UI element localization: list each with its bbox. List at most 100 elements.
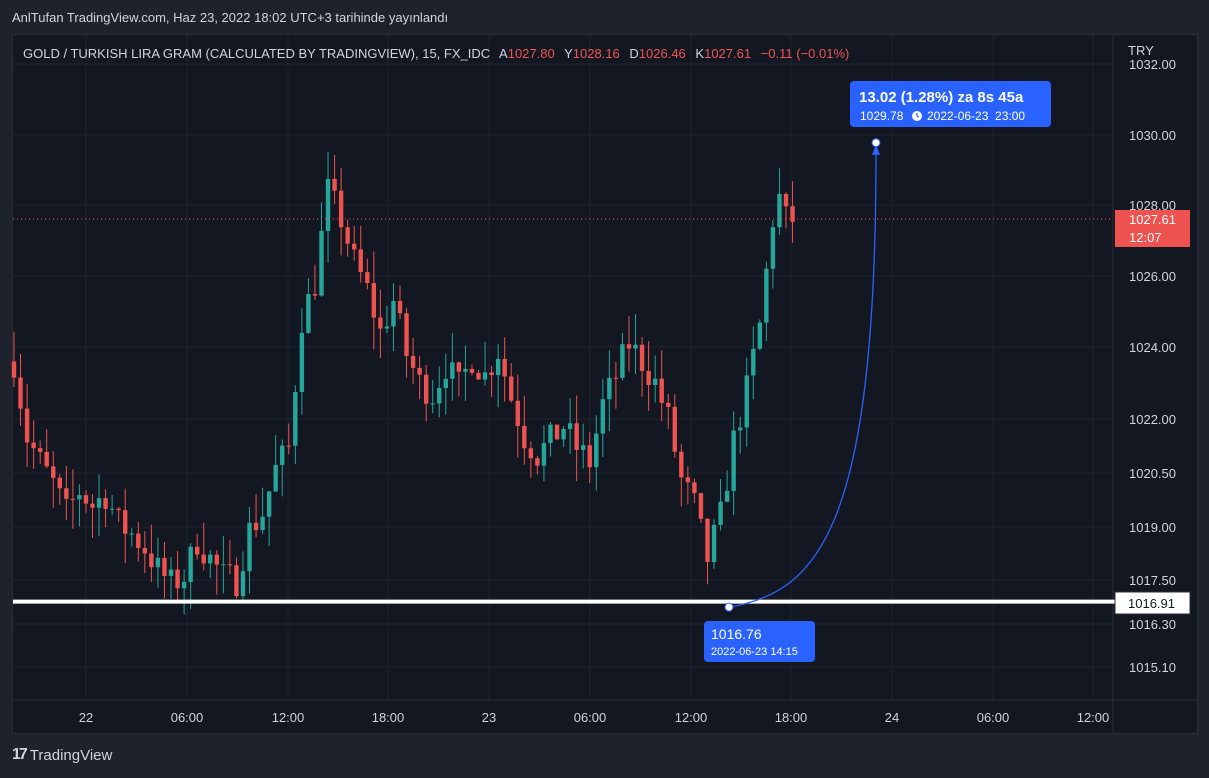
- candles: [11, 151, 795, 615]
- candle-body: [711, 524, 717, 563]
- legend-close-label: K: [695, 46, 704, 61]
- grid-lines: [13, 35, 1197, 733]
- tradingview-logo-icon: 17: [12, 746, 28, 763]
- candle-body: [613, 377, 619, 379]
- candle-body: [24, 408, 30, 443]
- candle-body: [757, 322, 763, 349]
- candle-body: [332, 178, 337, 191]
- candle-body: [430, 403, 435, 405]
- candle-body: [594, 433, 599, 468]
- candle-body: [221, 564, 226, 566]
- candle-body: [96, 498, 102, 508]
- candle-body: [423, 374, 429, 404]
- candle-body: [541, 443, 547, 466]
- y-tick-label: 1015.10: [1129, 660, 1176, 675]
- candle-body: [738, 427, 743, 431]
- candle-body: [672, 406, 677, 452]
- target-label: [850, 81, 1051, 127]
- candle-body: [790, 206, 795, 222]
- x-tick-label: 24: [885, 710, 899, 725]
- candle-body: [548, 424, 553, 444]
- candle-body: [574, 423, 579, 450]
- candle-body: [783, 193, 789, 207]
- candle-body: [685, 477, 691, 483]
- candle-body: [502, 358, 507, 377]
- candle-body: [57, 477, 62, 489]
- y-tick-label: 1028.00: [1129, 198, 1176, 213]
- candle-body: [194, 546, 200, 555]
- current-price-value: 1027.61: [1129, 212, 1176, 227]
- candle-body: [240, 571, 246, 597]
- candle-body: [587, 445, 592, 468]
- candle-body: [253, 522, 259, 531]
- y-tick-label: 1016.30: [1129, 617, 1176, 632]
- candle-body: [646, 370, 651, 386]
- candle-body: [633, 344, 638, 349]
- candle-body: [437, 387, 442, 404]
- x-tick-label: 23: [482, 710, 496, 725]
- x-tick-label: 12:00: [1077, 710, 1110, 725]
- candle-body: [338, 190, 344, 228]
- currency-label: TRY: [1128, 43, 1154, 58]
- candle-body: [168, 569, 174, 576]
- projection-curve: [728, 152, 877, 608]
- bar-countdown: 12:07: [1129, 230, 1162, 245]
- candle-body: [319, 230, 324, 296]
- projection-start-point: [724, 602, 734, 612]
- candle-body: [397, 300, 403, 314]
- candle-body: [509, 376, 514, 401]
- candle-body: [90, 503, 95, 508]
- legend-low-value: 1026.46: [639, 46, 686, 61]
- legend-high-value: 1028.16: [573, 46, 620, 61]
- chart-frame[interactable]: [12, 34, 1198, 734]
- candle-body: [371, 283, 377, 318]
- y-tick-label: 1026.00: [1129, 269, 1176, 284]
- x-tick-label: 06:00: [171, 710, 204, 725]
- candle-body: [312, 294, 318, 296]
- candle-body: [162, 557, 167, 576]
- x-tick-label: 22: [79, 710, 93, 725]
- target-price: 1029.78: [860, 109, 904, 123]
- candle-body: [31, 442, 36, 449]
- brand[interactable]: 17 TradingView: [12, 746, 112, 764]
- candle-body: [489, 372, 494, 376]
- legend-symbol: GOLD / TURKISH LIRA GRAM (CALCULATED BY …: [23, 46, 490, 61]
- candle-body: [391, 300, 396, 327]
- candle-body: [260, 516, 265, 531]
- candle-body: [679, 451, 684, 478]
- candle-body: [463, 368, 468, 372]
- y-tick-label: 1022.00: [1129, 412, 1176, 427]
- candle-body: [299, 332, 305, 392]
- candle-body: [600, 399, 606, 434]
- candle-body: [724, 490, 730, 502]
- clock-icon-hands: [916, 113, 920, 118]
- x-tick-label: 12:00: [272, 710, 305, 725]
- candle-body: [731, 430, 736, 491]
- candle-body: [718, 501, 723, 525]
- candle-body: [764, 268, 769, 323]
- target-time: 2022-06-23 23:00: [927, 109, 1025, 123]
- support-price-value: 1016.91: [1128, 596, 1175, 611]
- candle-body: [83, 495, 89, 504]
- candle-body: [44, 451, 49, 467]
- candle-body: [639, 344, 645, 371]
- candle-body: [476, 372, 481, 380]
- candle-body: [11, 361, 17, 378]
- candle-body: [358, 249, 363, 273]
- candle-body: [116, 508, 121, 511]
- candle-body: [51, 466, 56, 478]
- candle-body: [515, 400, 520, 426]
- candle-body: [345, 227, 350, 244]
- brand-name: TradingView: [29, 746, 113, 764]
- candle-body: [561, 429, 566, 440]
- candle-body: [227, 564, 233, 566]
- published-caption: AnlTufan TradingView.com, Haz 23, 2022 1…: [12, 10, 449, 25]
- candle-body: [136, 533, 141, 549]
- candle-body: [698, 493, 704, 519]
- candle-body: [266, 491, 272, 517]
- candle-body: [18, 377, 23, 409]
- support-price-tag: [1114, 591, 1191, 615]
- candle-body: [522, 425, 527, 449]
- candle-body: [705, 518, 710, 563]
